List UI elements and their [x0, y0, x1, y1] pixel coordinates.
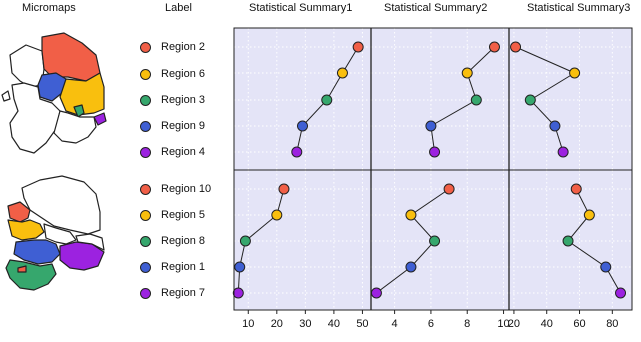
region-label: Region 8 [161, 235, 206, 247]
label-row: Region 4 [140, 145, 205, 159]
region-label: Region 6 [161, 68, 206, 80]
header-summary2: Statistical Summary2 [384, 2, 488, 14]
data-point [297, 120, 308, 132]
tick-label: 4 [392, 318, 398, 330]
data-point [570, 183, 582, 195]
data-point [524, 94, 536, 106]
map-region-green [73, 104, 85, 118]
legend-dot [140, 68, 151, 80]
region-label: Region 7 [161, 287, 206, 299]
region-label: Region 1 [161, 261, 206, 273]
tick-label: 40 [328, 318, 340, 330]
tick-label: 10 [242, 318, 254, 330]
legend-dot [140, 146, 151, 158]
legend-dot [140, 209, 151, 221]
tick-label: 10 [497, 318, 509, 330]
map-region-white-east [75, 233, 105, 251]
map-region-white-southeast [53, 110, 97, 144]
data-point [405, 209, 417, 221]
legend-dot [140, 261, 151, 273]
label-row: Region 5 [140, 208, 205, 222]
data-point [239, 235, 251, 247]
header-label: Label [165, 2, 192, 14]
tick-label: 20 [271, 318, 283, 330]
data-point [600, 261, 612, 273]
map-region-white-center [43, 223, 77, 245]
region-label: Region 5 [161, 209, 206, 221]
map-region-orange [7, 219, 45, 241]
tick-label: 20 [508, 318, 520, 330]
data-point [405, 261, 417, 273]
micromap-bottom [5, 175, 105, 291]
map-region-red [7, 201, 31, 223]
data-point [336, 67, 348, 79]
label-row: Region 2 [140, 40, 205, 54]
panel-border [233, 169, 633, 311]
data-point [271, 209, 283, 221]
data-point [321, 94, 333, 106]
data-point [425, 120, 437, 132]
panel-background [234, 28, 371, 170]
region-label: Region 2 [161, 41, 206, 53]
data-point [234, 261, 246, 273]
map-region-white-southwest [9, 82, 61, 154]
legend-dot [140, 235, 151, 247]
map-region-purple [93, 112, 107, 126]
legend-dot [140, 41, 151, 53]
data-point [615, 287, 627, 299]
label-row: Region 3 [140, 93, 205, 107]
data-point [470, 94, 482, 106]
data-point [352, 41, 364, 53]
data-point [278, 183, 290, 195]
region-label: Region 4 [161, 146, 206, 158]
map-region-orange [59, 72, 105, 116]
tick-label: 40 [541, 318, 553, 330]
data-point [583, 209, 595, 221]
label-row: Region 1 [140, 260, 205, 274]
data-point [488, 41, 500, 53]
data-point [549, 120, 561, 132]
data-point [429, 146, 441, 158]
data-point [370, 287, 382, 299]
map-region-white-north [21, 175, 101, 235]
legend-dot [140, 183, 151, 195]
panel-background [234, 170, 371, 310]
label-row: Region 6 [140, 67, 205, 81]
legend-dot [140, 120, 151, 132]
tick-label: 8 [464, 318, 470, 330]
label-row: Region 9 [140, 119, 205, 133]
tick-label: 50 [356, 318, 368, 330]
legend-dot [140, 287, 151, 299]
tick-label: 80 [606, 318, 618, 330]
header-micromaps: Micromaps [22, 2, 76, 14]
data-point [429, 235, 441, 247]
micromap-top [1, 32, 107, 154]
data-point [461, 67, 473, 79]
tick-label: 6 [428, 318, 434, 330]
panel-background [371, 28, 509, 170]
data-point [291, 146, 303, 158]
map-island-red [17, 265, 27, 273]
region-label: Region 10 [161, 183, 212, 195]
legend-dot [140, 94, 151, 106]
data-point [443, 183, 455, 195]
label-row: Region 8 [140, 234, 205, 248]
region-label: Region 9 [161, 120, 206, 132]
map-island [1, 90, 11, 102]
data-point [232, 287, 244, 299]
data-point [557, 146, 569, 158]
data-point [510, 41, 522, 53]
tick-label: 30 [299, 318, 311, 330]
data-point [562, 235, 574, 247]
header-summary3: Statistical Summary3 [527, 2, 631, 14]
map-region-blue [13, 239, 61, 265]
label-row: Region 7 [140, 286, 205, 300]
region-label: Region 3 [161, 94, 206, 106]
panel-background [371, 170, 509, 310]
data-point [569, 67, 581, 79]
label-row: Region 10 [140, 182, 211, 196]
header-summary1: Statistical Summary1 [249, 2, 353, 14]
tick-label: 60 [573, 318, 585, 330]
